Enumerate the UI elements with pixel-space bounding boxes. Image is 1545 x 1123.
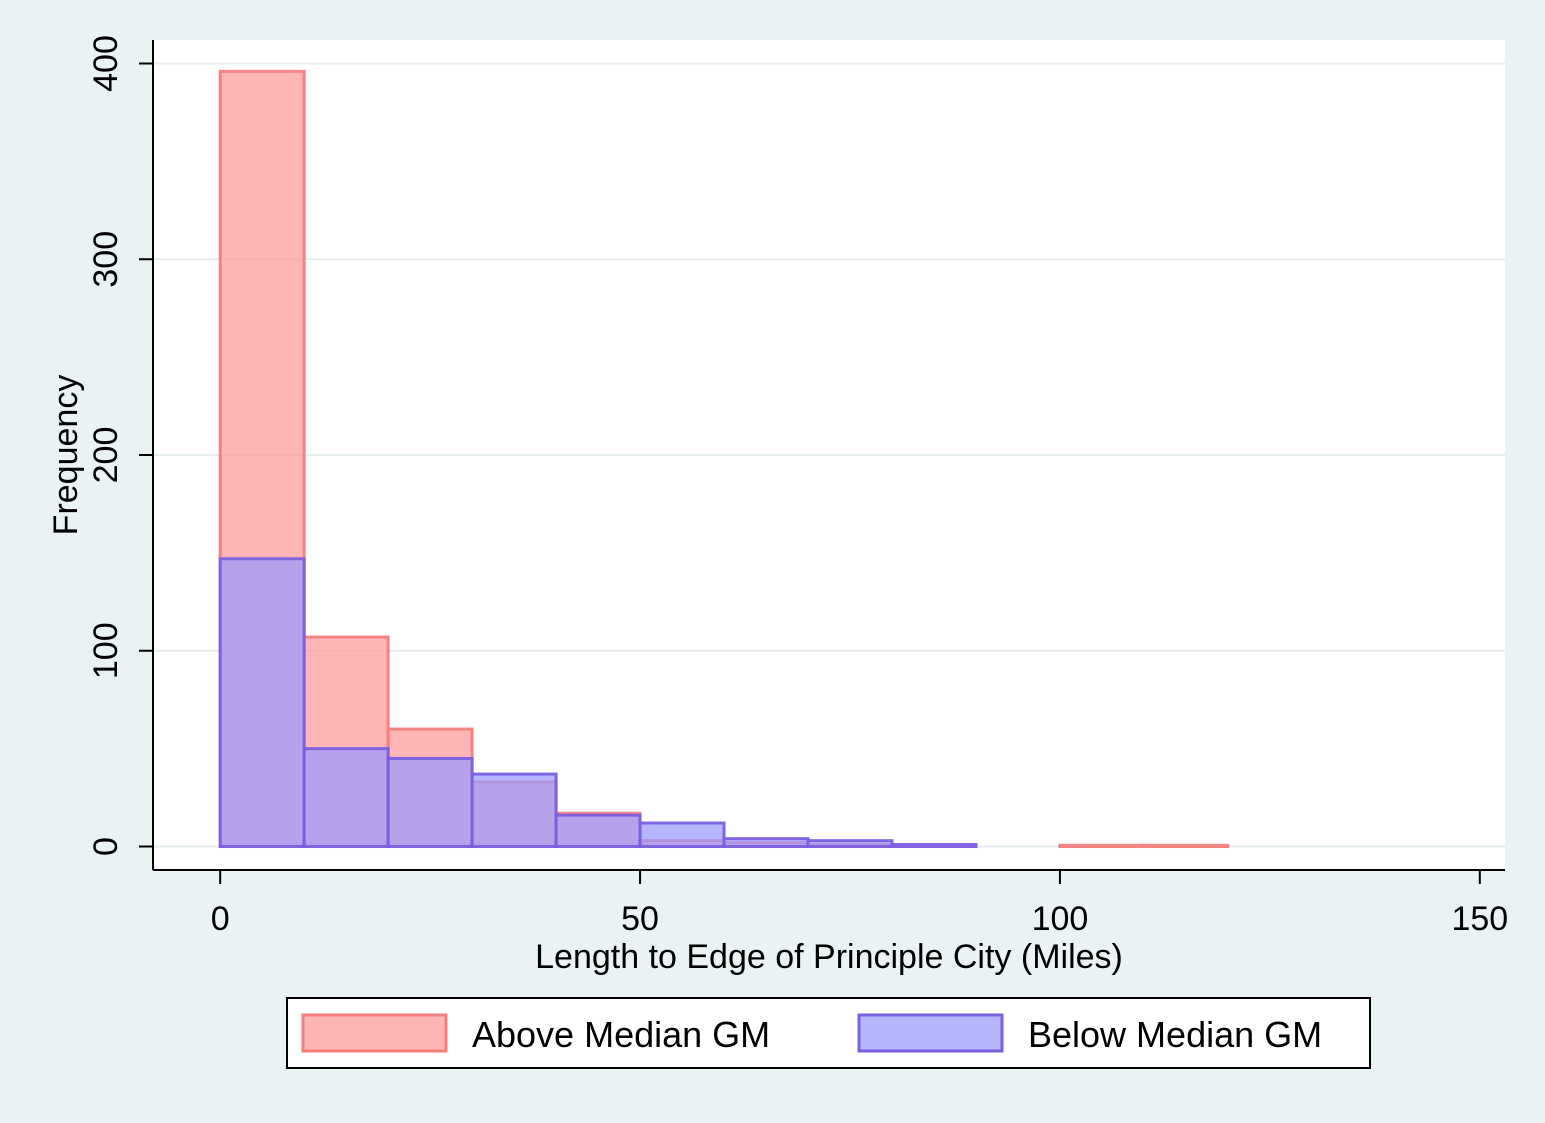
bar-below-20-30	[386, 756, 474, 849]
bars	[218, 69, 1230, 849]
y-tick-label-100: 100	[87, 622, 125, 679]
x-axis-title: Length to Edge of Principle City (Miles)	[535, 938, 1123, 976]
tick-labels: 0 100 200 300 400 0 50 100 150	[87, 35, 1508, 938]
bar-below-70-80	[806, 839, 894, 849]
bar-below-50-60	[638, 821, 726, 849]
y-tick-label-400: 400	[87, 35, 125, 92]
legend: Above Median GM Below Median GM	[286, 997, 1371, 1069]
bar-below-10-20	[302, 747, 390, 849]
series-below-median	[218, 557, 978, 849]
x-tick-label-0: 0	[211, 900, 230, 938]
y-tick-label-200: 200	[87, 427, 125, 484]
bar-below-80-90	[890, 843, 978, 849]
bar-below-30-40	[470, 772, 558, 849]
x-tick-label-100: 100	[1032, 900, 1089, 938]
bar-below-40-50	[554, 813, 642, 849]
legend-swatch-below-median	[857, 1013, 1004, 1053]
y-tick-label-300: 300	[87, 231, 125, 288]
y-axis-title: Frequency	[47, 375, 85, 536]
legend-label-above-median: Above Median GM	[472, 1014, 770, 1055]
x-tick-label-150: 150	[1451, 900, 1508, 938]
x-tick-label-50: 50	[621, 900, 659, 938]
bar-above-100-110	[1058, 843, 1146, 849]
bar-below-0-10	[218, 557, 306, 849]
bar-below-60-70	[722, 837, 810, 849]
bar-above-110-120	[1142, 843, 1230, 849]
legend-label-below-median: Below Median GM	[1028, 1014, 1322, 1055]
y-tick-label-0: 0	[87, 837, 125, 856]
legend-box	[286, 997, 1371, 1069]
legend-swatch-above-median	[301, 1013, 448, 1053]
